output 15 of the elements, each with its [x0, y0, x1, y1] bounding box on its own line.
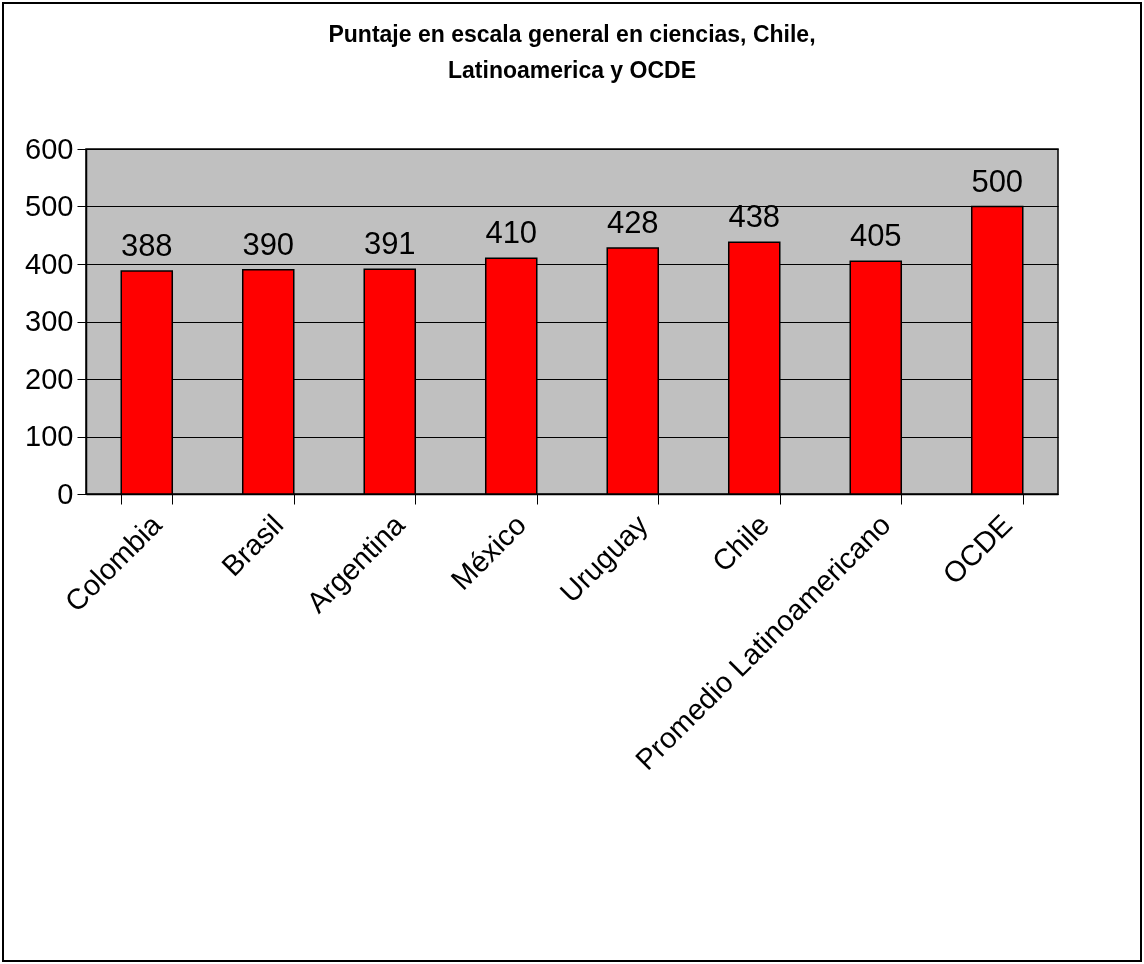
- data-label: 388: [120, 227, 173, 263]
- data-label: 390: [242, 226, 295, 262]
- chart-title: Puntaje en escala general en ciencias, Chile, Latinoamerica y OCDE: [328, 21, 816, 83]
- data-label: 405: [849, 218, 902, 254]
- y-tick-label: 100: [25, 420, 74, 452]
- data-label: 410: [485, 215, 538, 251]
- y-tick-label: 400: [25, 247, 74, 280]
- data-label: 391: [363, 226, 416, 262]
- y-tick-label: 300: [25, 305, 74, 337]
- y-tick-label: 500: [25, 190, 74, 222]
- data-label: 500: [971, 163, 1024, 199]
- data-label: 428: [606, 204, 659, 240]
- y-tick-label: 600: [25, 132, 74, 165]
- y-tick-label: 200: [25, 362, 74, 395]
- y-tick-label: 0: [57, 477, 74, 510]
